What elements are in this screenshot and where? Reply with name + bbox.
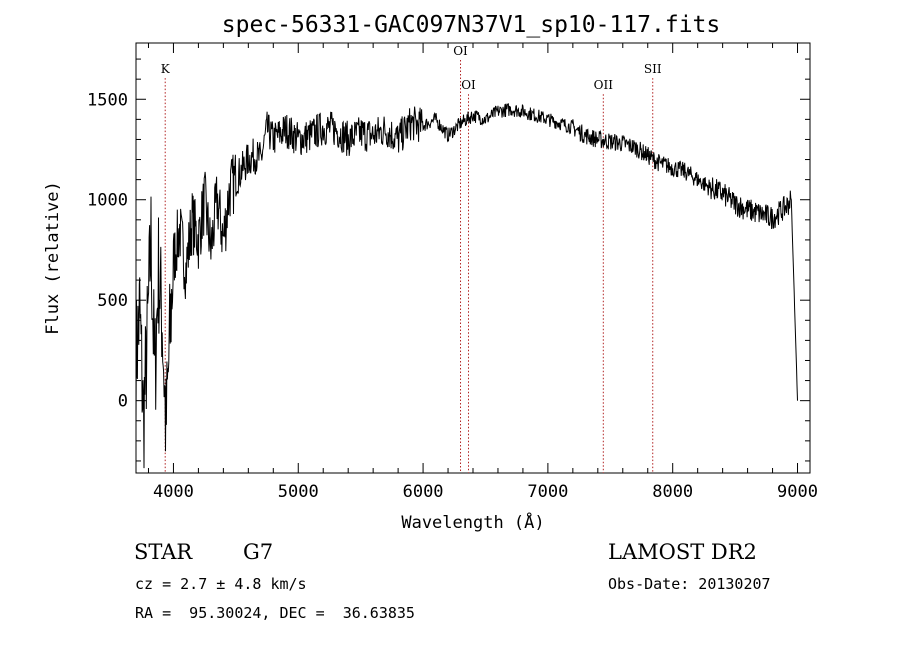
observation-date: Obs-Date: 20130207	[608, 575, 771, 593]
line-marker-label: SII	[644, 62, 662, 76]
y-axis-label: Flux (relative)	[43, 181, 63, 335]
object-class: STAR	[134, 540, 193, 564]
tick-labels: 4000 5000 6000 7000 8000 9000 0 500 1000 1500	[87, 90, 818, 502]
x-tick-label: 5000	[278, 482, 319, 502]
x-axis-label: Wavelength (Å)	[401, 511, 544, 533]
line-marker-label: OI	[453, 44, 468, 58]
y-tick-label: 0	[118, 392, 128, 412]
x-tick-label: 6000	[403, 482, 444, 502]
chart-title: spec-56331-GAC097N37V1_sp10-117.fits	[222, 12, 721, 38]
line-marker-label: OI	[461, 78, 476, 92]
x-tick-label: 9000	[777, 482, 818, 502]
axis-ticks	[136, 43, 810, 473]
y-tick-label: 1000	[87, 191, 128, 211]
y-tick-label: 500	[97, 291, 128, 311]
x-tick-label: 4000	[153, 482, 194, 502]
spectral-line-markers: K OI OI OII SII	[161, 44, 662, 473]
spectrum-series	[135, 103, 798, 469]
redshift-info: cz = 2.7 ± 4.8 km/s	[135, 575, 307, 593]
object-subclass: G7	[243, 540, 274, 564]
line-marker-label: OII	[594, 78, 614, 92]
y-tick-label: 1500	[87, 90, 128, 110]
survey-name: LAMOST DR2	[608, 540, 757, 564]
line-marker-label: K	[161, 62, 171, 76]
coordinates-info: RA = 95.30024, DEC = 36.63835	[135, 604, 415, 622]
x-tick-label: 7000	[527, 482, 568, 502]
plot-frame	[135, 42, 811, 474]
x-tick-label: 8000	[652, 482, 693, 502]
